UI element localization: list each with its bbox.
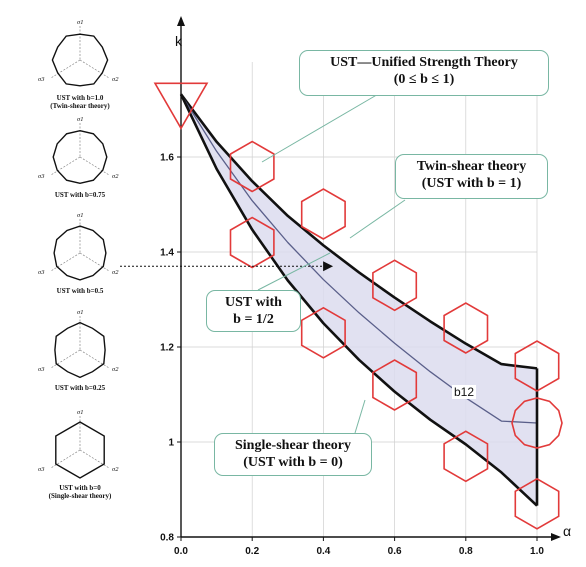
leader-line xyxy=(354,399,366,434)
twin-shear-line-2: (UST with b = 1) xyxy=(421,176,522,191)
marker-hexagon xyxy=(443,430,489,483)
dotted-arrow xyxy=(120,261,334,272)
marker-hexagon xyxy=(300,306,346,359)
y-axis-arrow xyxy=(177,16,185,26)
region-fill xyxy=(181,94,537,506)
single-shear-line-2: (UST with b = 0) xyxy=(243,455,343,470)
marker-hexagon xyxy=(229,216,275,269)
thumbnail-b-0_25: σ1 σ3 σ2 UST with b=0.25 xyxy=(38,309,119,392)
thumb-sigma1: σ1 xyxy=(77,309,83,316)
thumb-shape xyxy=(52,129,108,185)
x-tick-label: 0.6 xyxy=(388,546,402,557)
y-tick-label: 1.2 xyxy=(160,343,174,354)
thumb-caption: (Twin-shear theory) xyxy=(50,102,110,110)
marker-hexagon xyxy=(443,302,489,354)
thumb-axis-s2 xyxy=(79,449,110,469)
x-tick-label: 0.4 xyxy=(316,546,330,557)
thumb-sigma2: σ2 xyxy=(112,76,119,83)
thumb-sigma1: σ1 xyxy=(77,409,83,416)
single-shear-line-1: Single-shear theory xyxy=(234,438,351,453)
thumb-axis-s3 xyxy=(50,349,81,369)
leader-line xyxy=(257,252,331,291)
thumb-caption: UST with b=0 xyxy=(59,484,101,492)
arrow-head xyxy=(323,261,334,272)
thumb-shape xyxy=(54,321,106,379)
ust-half-line-2: b = 1/2 xyxy=(233,312,274,327)
thumb-shape xyxy=(51,33,109,87)
title-line-2: (0 ≤ b ≤ 1) xyxy=(393,72,455,87)
thumb-axis-s2 xyxy=(79,349,110,369)
thumb-axis-s2 xyxy=(79,156,110,176)
thumb-axis-s3 xyxy=(50,59,81,79)
thumb-caption: (Single-shear theory) xyxy=(49,492,112,500)
callout-leaders xyxy=(257,92,406,434)
thumb-sigma1: σ1 xyxy=(77,116,83,123)
marker-hexagon xyxy=(514,340,560,392)
leader-line xyxy=(349,199,406,239)
thumbnail-b-0_5: σ1 σ3 σ2 UST with b=0.5 xyxy=(38,212,119,295)
title-callout: UST—Unified Strength Theory (0 ≤ b ≤ 1) xyxy=(299,50,549,96)
marker-hexagon xyxy=(229,140,275,193)
thumb-sigma3: σ3 xyxy=(38,366,45,373)
twin-shear-callout: Twin-shear theory (UST with b = 1) xyxy=(395,154,548,199)
series-line-twin-shear xyxy=(179,93,538,370)
x-axis-label: α xyxy=(563,523,571,539)
series-line-single-shear xyxy=(179,93,538,507)
thumb-sigma3: σ3 xyxy=(38,173,45,180)
shaded-region xyxy=(181,94,537,506)
thumb-sigma2: σ2 xyxy=(112,173,119,180)
axes xyxy=(177,16,561,541)
thumbnail-b-1: σ1 σ3 σ2 UST with b=1.0(Twin-shear theory) xyxy=(38,19,119,110)
tick-labels: 0.0 0.2 0.4 0.6 0.8 1.0 0.8 1 1.2 1.4 1.6 xyxy=(160,153,544,558)
marker-dodecagon xyxy=(511,397,563,449)
marker-hexagon xyxy=(372,259,418,312)
thumb-sigma3: σ3 xyxy=(38,76,45,83)
x-tick-label: 1.0 xyxy=(530,546,544,557)
marker-triangle xyxy=(153,82,209,130)
x-tick-label: 0.2 xyxy=(245,546,259,557)
single-shear-callout: Single-shear theory (UST with b = 0) xyxy=(214,433,372,476)
b12-label: b12 xyxy=(452,385,477,399)
ust-half-line-1: UST with xyxy=(225,295,282,310)
thumb-sigma3: σ3 xyxy=(38,466,45,473)
marker-hexagon xyxy=(300,188,346,240)
thumbnail-b-0_75: σ1 σ3 σ2 UST with b=0.75 xyxy=(38,116,119,199)
x-tick-label: 0.0 xyxy=(174,546,188,557)
y-tick-label: 1 xyxy=(168,438,174,449)
x-axis-arrow xyxy=(551,533,561,541)
thumb-caption: UST with b=1.0 xyxy=(57,94,104,102)
ust-half-callout: UST with b = 1/2 xyxy=(206,290,301,332)
y-tick-label: 1.6 xyxy=(160,153,174,164)
thumb-sigma1: σ1 xyxy=(77,19,83,26)
y-axis-label: k xyxy=(175,33,183,49)
thumb-caption: UST with b=0.5 xyxy=(57,287,104,295)
thumb-axis-s3 xyxy=(50,252,81,272)
twin-shear-line-1: Twin-shear theory xyxy=(416,159,527,174)
thumb-shape xyxy=(53,225,107,281)
thumb-sigma2: σ2 xyxy=(112,466,119,473)
marker-hexagon xyxy=(514,477,560,530)
thumb-caption: UST with b=0.25 xyxy=(55,384,106,392)
leader-line xyxy=(261,92,381,163)
hexagon-markers xyxy=(153,82,563,530)
title-line-1: UST—Unified Strength Theory xyxy=(330,55,518,70)
marker-hexagon xyxy=(372,359,418,411)
thumb-shape xyxy=(55,421,105,479)
thumb-axis-s3 xyxy=(50,449,81,469)
thumb-axis-s3 xyxy=(50,156,81,176)
thumbnail-b-0: σ1 σ3 σ2 UST with b=0(Single-shear theory) xyxy=(38,409,119,500)
thumb-axis-s2 xyxy=(79,59,110,79)
y-tick-label: 0.8 xyxy=(160,533,174,544)
thumb-sigma3: σ3 xyxy=(38,269,45,276)
y-tick-label: 1.4 xyxy=(160,248,174,259)
thumb-sigma1: σ1 xyxy=(77,212,83,219)
x-tick-label: 0.8 xyxy=(459,546,473,557)
thumb-sigma2: σ2 xyxy=(112,269,119,276)
thumb-axis-s2 xyxy=(79,252,110,272)
thumb-caption: UST with b=0.75 xyxy=(55,191,106,199)
thumb-sigma2: σ2 xyxy=(112,366,119,373)
